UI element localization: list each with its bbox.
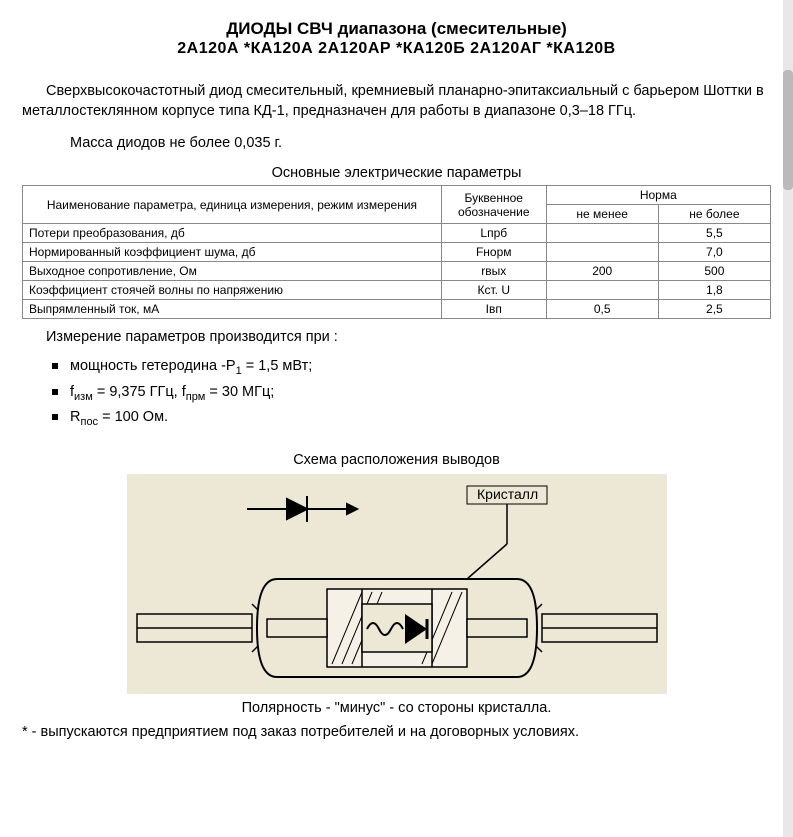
- table-row: Выходное сопротивление, Ом rвых 200 500: [23, 262, 771, 281]
- diode-diagram-svg: Кристалл: [127, 474, 667, 694]
- scrollbar-thumb[interactable]: [783, 70, 793, 190]
- right-lead: [527, 604, 657, 652]
- intro-paragraph: Сверхвысокочастотный диод смесительный, …: [22, 82, 771, 121]
- diagram-title: Схема расположения выводов: [22, 452, 771, 468]
- pinout-diagram: Кристалл: [127, 474, 667, 694]
- page-title: ДИОДЫ СВЧ диапазона (смесительные): [22, 18, 771, 40]
- scrollbar-track[interactable]: [783, 0, 793, 837]
- th-max: не более: [658, 205, 770, 224]
- measurement-bullets: мощность гетеродина -P1 = 1,5 мВт; fизм …: [22, 355, 771, 431]
- th-norm: Норма: [546, 186, 770, 205]
- list-item: Rпос = 100 Ом.: [70, 406, 771, 431]
- th-min: не менее: [546, 205, 658, 224]
- th-symbol: Буквенное обозначение: [441, 186, 546, 224]
- left-lead: [137, 604, 267, 652]
- mass-line: Масса диодов не более 0,035 г.: [70, 135, 771, 151]
- measurements-title: Измерение параметров производится при :: [22, 329, 771, 345]
- params-table-body: Потери преобразования, дб Lпрб 5,5 Норми…: [23, 224, 771, 319]
- right-stub: [467, 619, 527, 637]
- diode-symbol-icon: [247, 496, 357, 522]
- polarity-note: Полярность - "минус" - со стороны криста…: [22, 700, 771, 716]
- left-stub: [267, 619, 327, 637]
- th-name: Наименование параметра, единица измерени…: [23, 186, 442, 224]
- table-row: Нормированный коэффициент шума, дб Fнорм…: [23, 243, 771, 262]
- table-row: Потери преобразования, дб Lпрб 5,5: [23, 224, 771, 243]
- table-row: Коэффициент стоячей волны по напряжению …: [23, 281, 771, 300]
- crystal-label: Кристалл: [477, 486, 538, 502]
- list-item: мощность гетеродина -P1 = 1,5 мВт;: [70, 355, 771, 380]
- footnote: * - выпускаются предприятием под заказ п…: [22, 724, 771, 740]
- datasheet-page: ДИОДЫ СВЧ диапазона (смесительные) 2А120…: [0, 0, 793, 837]
- params-table-title: Основные электрические параметры: [22, 165, 771, 181]
- model-list: 2А120А *КА120А 2А120АР *КА120Б 2А120АГ *…: [22, 40, 771, 58]
- table-row: Выпрямленный ток, мА Iвп 0,5 2,5: [23, 300, 771, 319]
- list-item: fизм = 9,375 ГГц, fпрм = 30 МГц;: [70, 381, 771, 406]
- params-table: Наименование параметра, единица измерени…: [22, 185, 771, 319]
